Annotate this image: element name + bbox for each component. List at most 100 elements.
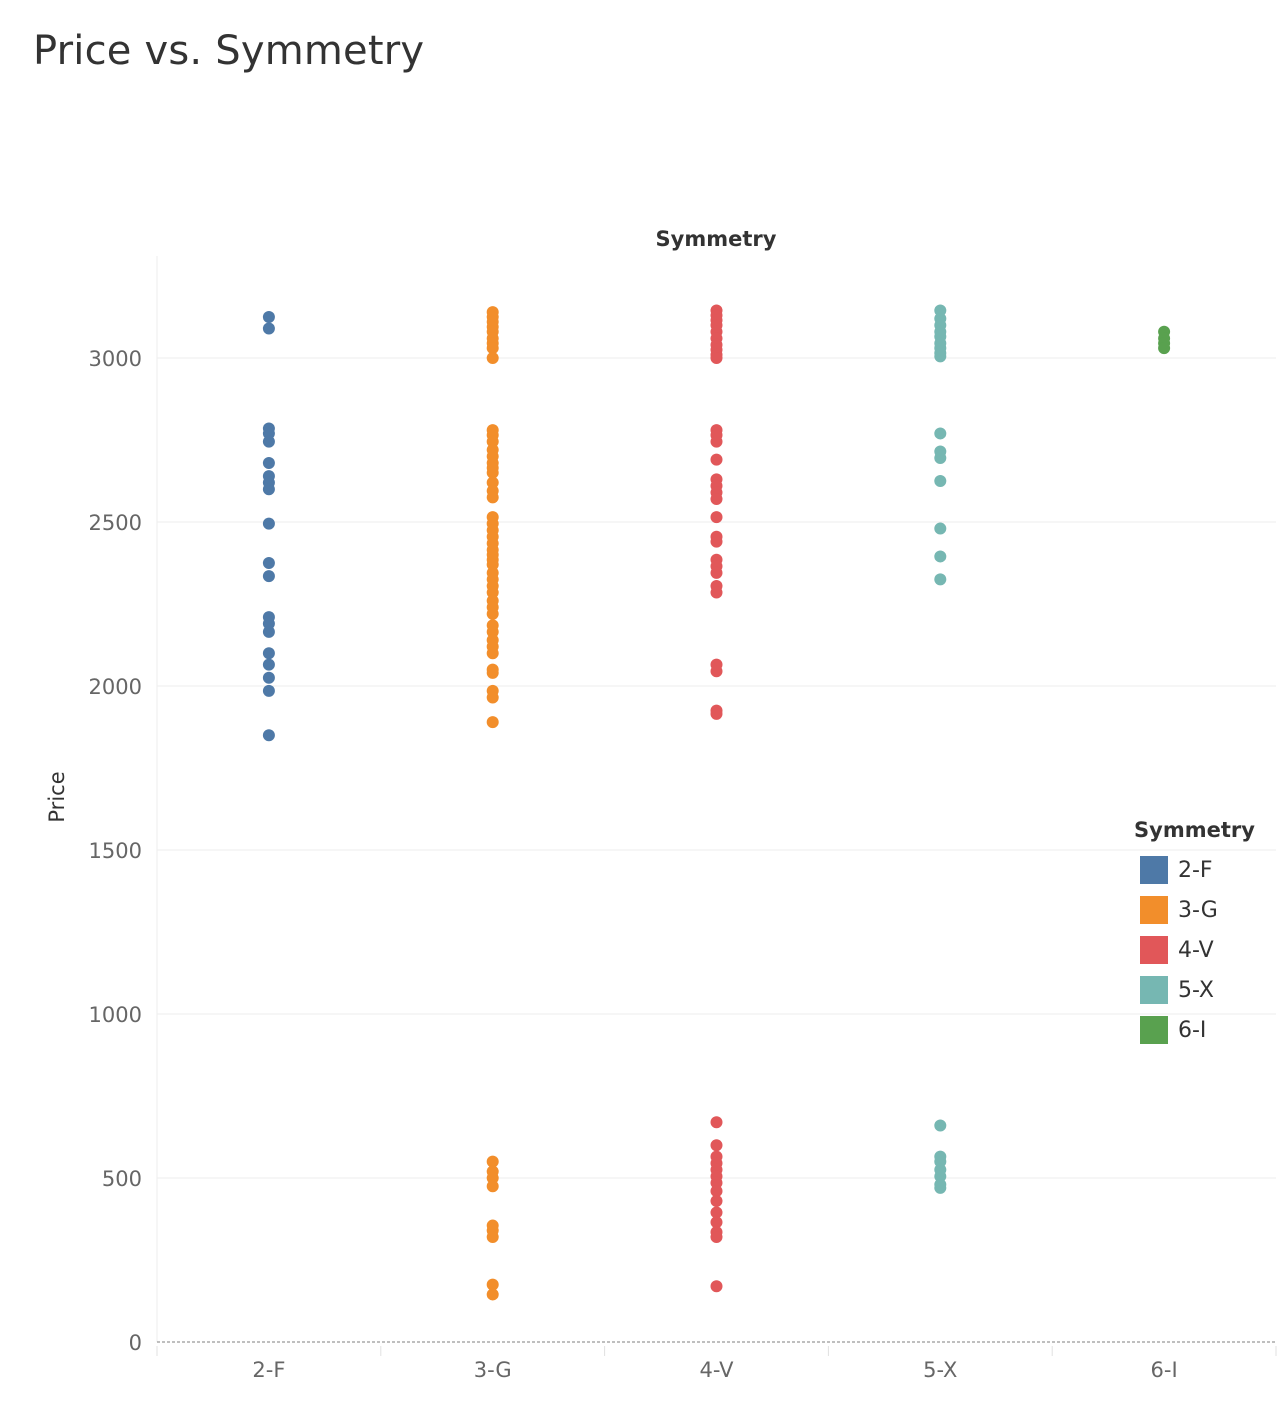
data-point[interactable] — [486, 691, 499, 704]
data-point[interactable] — [486, 476, 499, 489]
data-point[interactable] — [486, 466, 499, 479]
data-point[interactable] — [710, 707, 723, 720]
data-point[interactable] — [262, 557, 275, 569]
data-point[interactable] — [486, 342, 499, 355]
data-point[interactable] — [486, 666, 499, 679]
data-point[interactable] — [486, 1155, 499, 1168]
data-point[interactable] — [710, 493, 723, 506]
legend-item[interactable]: 2-F — [1134, 850, 1255, 890]
data-point[interactable] — [934, 573, 947, 586]
points-layer — [262, 304, 1171, 1301]
data-point[interactable] — [710, 1280, 723, 1293]
data-point[interactable] — [934, 1119, 947, 1132]
data-point[interactable] — [710, 1185, 723, 1198]
data-point[interactable] — [262, 625, 275, 638]
data-point[interactable] — [486, 1288, 499, 1301]
x-tick-label: 6-I — [1151, 1358, 1178, 1382]
y-tick-label: 3000 — [89, 347, 142, 371]
data-point[interactable] — [486, 625, 499, 638]
data-point[interactable] — [710, 511, 723, 524]
data-point[interactable] — [486, 1172, 499, 1184]
data-point[interactable] — [486, 558, 499, 571]
axis-layer: 0 500 1000 1500 2000 2500 3000 2-F 3-G 4-V 5-X 6-I — [89, 256, 1277, 1382]
legend-label: 6-I — [1178, 1017, 1207, 1043]
y-tick-label: 0 — [129, 1331, 142, 1355]
data-point[interactable] — [934, 550, 947, 563]
data-point[interactable] — [934, 1181, 947, 1194]
data-point[interactable] — [262, 671, 275, 684]
column-header: Symmetry — [656, 227, 777, 251]
legend-item[interactable]: 5-X — [1134, 970, 1255, 1010]
data-point[interactable] — [486, 586, 499, 599]
data-point[interactable] — [934, 452, 947, 465]
data-point[interactable] — [262, 311, 275, 323]
data-point[interactable] — [262, 647, 275, 660]
data-point[interactable] — [486, 352, 499, 364]
data-point[interactable] — [486, 716, 499, 729]
y-tick-label: 500 — [102, 1167, 142, 1191]
data-point[interactable] — [934, 1170, 947, 1183]
legend-label: 2-F — [1178, 857, 1213, 883]
data-point[interactable] — [934, 1155, 947, 1168]
legend-label: 3-G — [1178, 897, 1218, 923]
data-point[interactable] — [486, 491, 499, 504]
data-point[interactable] — [710, 352, 723, 364]
data-point[interactable] — [1158, 342, 1171, 355]
data-point[interactable] — [934, 350, 947, 363]
y-axis-label: Price — [45, 771, 69, 822]
data-point[interactable] — [486, 1231, 499, 1244]
legend: Symmetry 2-F 3-G 4-V 5-X 6-I — [1134, 818, 1255, 1050]
legend-items: 2-F 3-G 4-V 5-X 6-I — [1134, 850, 1255, 1050]
data-point[interactable] — [710, 435, 723, 448]
data-point[interactable] — [262, 456, 275, 469]
y-tick-label: 1500 — [89, 839, 142, 863]
legend-title: Symmetry — [1134, 818, 1255, 842]
data-point[interactable] — [934, 475, 947, 487]
legend-item[interactable]: 4-V — [1134, 930, 1255, 970]
data-point[interactable] — [934, 522, 947, 535]
data-point[interactable] — [710, 1194, 723, 1207]
data-point[interactable] — [710, 1216, 723, 1229]
data-point[interactable] — [262, 570, 275, 583]
data-point[interactable] — [262, 322, 275, 335]
data-point[interactable] — [262, 684, 275, 697]
legend-swatch — [1140, 936, 1168, 964]
data-point[interactable] — [710, 1206, 723, 1219]
y-tick-label: 1000 — [89, 1003, 142, 1027]
y-tick-label: 2000 — [89, 675, 142, 699]
legend-item[interactable]: 3-G — [1134, 890, 1255, 930]
data-point[interactable] — [710, 1116, 723, 1129]
data-point[interactable] — [262, 729, 275, 742]
data-point[interactable] — [934, 427, 947, 440]
data-point[interactable] — [486, 607, 499, 620]
data-point[interactable] — [934, 304, 947, 317]
data-point[interactable] — [262, 483, 275, 496]
data-point[interactable] — [262, 427, 275, 440]
data-point[interactable] — [486, 1278, 499, 1291]
chart-title: Price vs. Symmetry — [33, 28, 425, 74]
data-point[interactable] — [710, 665, 723, 678]
data-point[interactable] — [262, 435, 275, 448]
data-point[interactable] — [710, 1176, 723, 1189]
legend-label: 4-V — [1178, 937, 1214, 963]
data-point[interactable] — [710, 535, 723, 548]
data-point[interactable] — [262, 517, 275, 530]
legend-label: 5-X — [1178, 977, 1214, 1003]
data-point[interactable] — [710, 566, 723, 579]
data-point[interactable] — [486, 647, 499, 660]
data-point[interactable] — [486, 435, 499, 448]
data-point[interactable] — [710, 586, 723, 599]
x-tick-label: 3-G — [474, 1358, 512, 1382]
data-point[interactable] — [710, 453, 723, 466]
legend-item[interactable]: 6-I — [1134, 1010, 1255, 1050]
x-tick-label: 5-X — [923, 1358, 957, 1382]
data-point[interactable] — [710, 1139, 723, 1152]
x-tick-label: 4-V — [699, 1358, 734, 1382]
data-point[interactable] — [262, 617, 275, 630]
data-point[interactable] — [710, 1231, 723, 1244]
legend-swatch — [1140, 896, 1168, 924]
data-point[interactable] — [486, 1180, 499, 1193]
legend-swatch — [1140, 1016, 1168, 1044]
data-point[interactable] — [262, 658, 275, 671]
